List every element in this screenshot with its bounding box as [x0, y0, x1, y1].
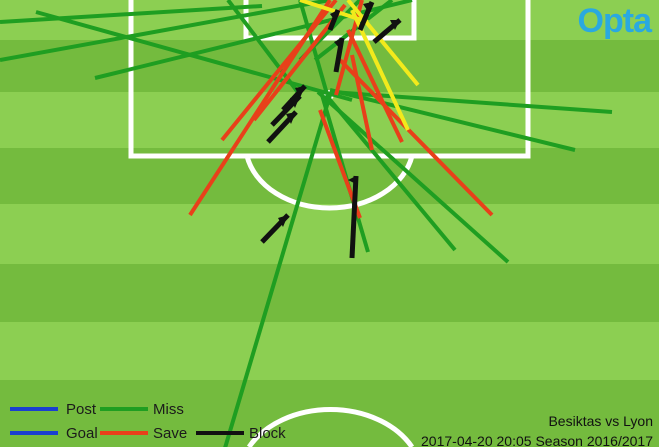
legend-swatch-miss	[100, 407, 148, 411]
pitch-markings	[128, 0, 531, 447]
legend-swatch-block	[196, 431, 244, 435]
opta-logo: Opta	[577, 2, 652, 40]
legend: Post Miss Goal Save Block	[0, 401, 659, 447]
legend-swatch-post	[10, 407, 58, 411]
legend-label-save: Save	[153, 425, 188, 442]
caption-match: Besiktas vs Lyon	[548, 413, 653, 429]
shot-lines	[0, 0, 613, 447]
legend-label-miss: Miss	[153, 401, 184, 418]
legend-label-block: Block	[249, 425, 286, 442]
legend-swatch-goal	[10, 431, 58, 435]
caption-date-season: 2017-04-20 20:05 Season 2016/2017	[421, 433, 653, 447]
legend-swatch-save	[100, 431, 148, 435]
legend-label-goal: Goal	[66, 425, 98, 442]
legend-label-post: Post	[66, 401, 97, 418]
shot-arrowheads	[278, 2, 400, 227]
